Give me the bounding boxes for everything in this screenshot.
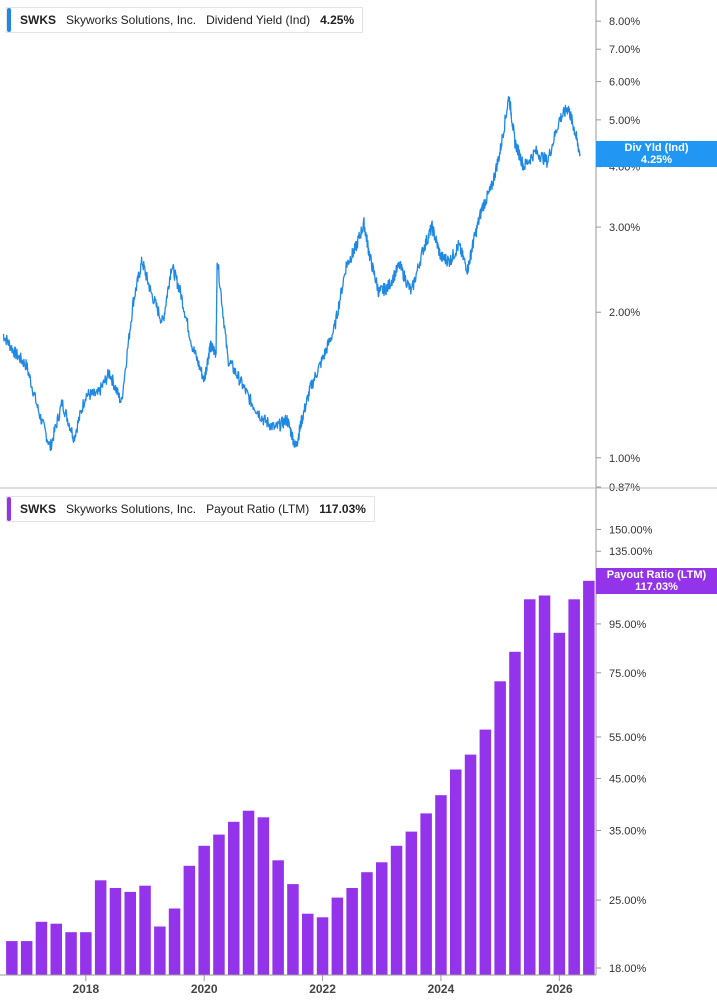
payout-ratio-bar[interactable] [316, 917, 329, 975]
legend-ticker: SWKS [20, 13, 56, 27]
payout-ratio-bar[interactable] [494, 681, 506, 975]
x-tick-label: 2026 [546, 982, 573, 996]
y-tick-label: 135.00% [609, 546, 653, 558]
payout-ratio-bar[interactable] [524, 599, 536, 975]
payout-ratio-bar[interactable] [302, 913, 314, 975]
payout-ratio-value-tag: Payout Ratio (LTM) 117.03% [596, 567, 717, 594]
series-swatch [7, 497, 11, 521]
payout-ratio-bar[interactable] [198, 845, 210, 975]
payout-ratio-bar[interactable] [420, 813, 432, 975]
payout-ratio-bar[interactable] [346, 888, 358, 975]
y-tick-label: 5.00% [609, 115, 640, 127]
y-tick-label: 7.00% [609, 44, 640, 56]
y-tick-label: 3.00% [609, 222, 640, 234]
payout-ratio-bar[interactable] [228, 821, 240, 975]
y-tick-label: 18.00% [609, 963, 647, 975]
legend-value: 4.25% [320, 13, 355, 27]
payout-ratio-bar[interactable] [450, 769, 462, 976]
payout-ratio-bar[interactable] [50, 923, 63, 975]
payout-ratio-bar[interactable] [65, 932, 77, 975]
tag-value: 117.03% [635, 580, 678, 593]
legend-value: 117.03% [319, 502, 366, 516]
legend-metric: Dividend Yield (Ind) [206, 13, 311, 27]
payout-ratio-bar[interactable] [168, 908, 181, 976]
payout-ratio-bar[interactable] [509, 651, 521, 975]
payout-ratio-bar[interactable] [213, 834, 225, 975]
y-tick-label: 75.00% [609, 668, 647, 680]
y-tick-label: 35.00% [609, 825, 647, 837]
payout-ratio-bar[interactable] [331, 897, 344, 975]
payout-ratio-bar[interactable] [568, 599, 580, 975]
payout-ratio-bar[interactable] [94, 880, 107, 975]
legend-metric: Payout Ratio (LTM) [206, 502, 310, 516]
y-tick-label: 150.00% [609, 524, 653, 536]
payout-ratio-bar[interactable] [361, 872, 373, 975]
payout-ratio-bar[interactable] [154, 926, 166, 976]
y-tick-label: 25.00% [609, 895, 647, 907]
y-tick-label: 6.00% [609, 77, 640, 89]
payout-ratio-bar[interactable] [464, 754, 477, 975]
payout-ratio-plot [6, 580, 595, 976]
payout-ratio-bar[interactable] [20, 941, 33, 975]
tag-label: Div Yld (Ind) [624, 141, 689, 154]
legend-company: Skyworks Solutions, Inc. [66, 13, 197, 27]
legend-company: Skyworks Solutions, Inc. [66, 502, 197, 516]
tag-label: Payout Ratio (LTM) [606, 568, 707, 581]
y-tick-label: 95.00% [609, 619, 647, 631]
payout-ratio-bar[interactable] [6, 941, 18, 975]
payout-ratio-bar[interactable] [257, 817, 270, 975]
x-tick-label: 2022 [309, 982, 336, 996]
payout-ratio-bar[interactable] [124, 891, 137, 975]
payout-ratio-bar[interactable] [390, 845, 403, 975]
payout-ratio-bar[interactable] [80, 932, 92, 975]
y-tick-label: 8.00% [609, 16, 640, 28]
payout-ratio-bar[interactable] [376, 862, 388, 975]
y-tick-label: 1.00% [609, 453, 640, 465]
payout-ratio-bar[interactable] [109, 888, 122, 975]
dividend-yield-line [2, 95, 581, 452]
payout-ratio-bar[interactable] [35, 921, 48, 975]
payout-ratio-legend[interactable]: SWKS Skyworks Solutions, Inc. Payout Rat… [6, 496, 375, 522]
y-tick-label: 45.00% [609, 773, 647, 785]
dividend-yield-legend[interactable]: SWKS Skyworks Solutions, Inc. Dividend Y… [6, 7, 364, 33]
x-tick-label: 2018 [72, 982, 99, 996]
payout-ratio-bar[interactable] [405, 831, 418, 975]
legend-ticker: SWKS [20, 502, 56, 516]
x-tick-label: 2024 [428, 982, 455, 996]
payout-ratio-bar[interactable] [435, 795, 447, 975]
payout-ratio-bar[interactable] [287, 884, 299, 975]
x-tick-label: 2020 [191, 982, 218, 996]
payout-ratio-bar[interactable] [183, 865, 196, 975]
tag-value: 4.25% [640, 153, 673, 166]
payout-ratio-bar[interactable] [242, 810, 255, 975]
payout-ratio-bar[interactable] [272, 860, 284, 975]
payout-ratio-bar[interactable] [538, 595, 551, 976]
payout-ratio-bar[interactable] [479, 729, 492, 975]
y-tick-label: 55.00% [609, 732, 647, 744]
payout-ratio-bar[interactable] [139, 885, 151, 975]
dividend-yield-value-tag: Div Yld (Ind) 4.25% [596, 140, 717, 167]
payout-ratio-bar[interactable] [553, 632, 566, 975]
payout-ratio-bar[interactable] [583, 580, 595, 975]
series-swatch [7, 8, 11, 32]
y-tick-label: 2.00% [609, 307, 640, 319]
dividend-yield-plot [2, 95, 581, 452]
